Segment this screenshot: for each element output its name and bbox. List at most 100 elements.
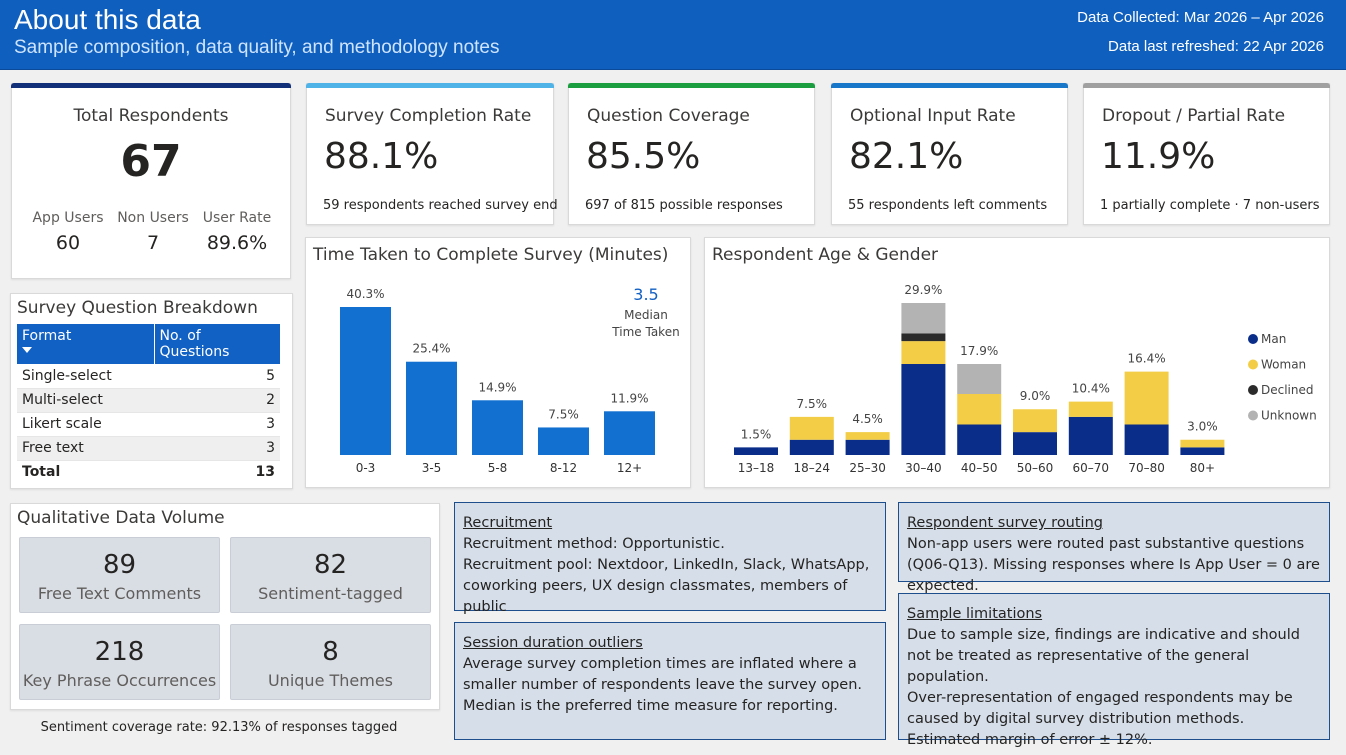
bar-3-5[interactable] [406,361,457,455]
kpi-card-question-coverage: Question Coverage 85.5% 697 of 815 possi… [568,83,815,225]
stat-label: User Rate [202,210,272,226]
tile-label: Sentiment-tagged [258,584,403,603]
column-header-format[interactable]: Format [17,324,154,364]
page-title: About this data [14,4,201,35]
bar-segment-man[interactable] [734,447,778,455]
total-label-cell: Total [17,459,154,484]
kpi-value: 85.5% [586,136,701,177]
note-sample-limitations: Sample limitations Due to sample size, f… [898,593,1330,748]
bar-segment-unknown[interactable] [901,303,946,334]
bar-segment-woman[interactable] [1180,439,1225,448]
total-respondents-card: Total Respondents 67 App Users 60 Non Us… [11,83,291,279]
data-label: 25.4% [412,342,450,356]
x-tick-label: 13–18 [738,461,775,475]
table-row: Likert scale 3 [17,412,280,437]
tile-label: Free Text Comments [37,584,202,603]
column-header-count[interactable]: No. of Questions [153,324,280,364]
total-label: 7.5% [797,397,828,411]
bar-segment-man[interactable] [1013,432,1057,455]
legend-label: Unknown [1261,409,1317,423]
breakdown-title: Survey Question Breakdown [17,298,258,318]
bar-segment-man[interactable] [789,439,834,455]
format-cell: Single-select [17,364,154,389]
median-value: 3.5 [633,285,658,304]
bar-segment-man[interactable] [1124,424,1169,455]
format-cell: Likert scale [17,412,154,437]
table-total-row: Total 13 [17,459,280,484]
breakdown-table: Format No. of Questions Single-select 5 … [17,324,280,484]
format-cell: Free text [17,436,154,461]
x-tick-label: 40–50 [961,461,998,475]
x-tick-label: 18–24 [794,461,831,475]
stat-value: 7 [146,232,160,254]
bar-segment-woman[interactable] [901,341,946,365]
legend-label: Declined [1261,383,1314,397]
total-count-cell: 13 [154,459,280,484]
legend-marker [1248,385,1258,395]
x-tick-label: 5-8 [488,461,508,475]
bar-segment-man[interactable] [845,439,890,455]
user-rate-stat: User Rate 89.6% [192,210,282,254]
stat-value: 89.6% [206,232,268,254]
bar-segment-woman[interactable] [1068,401,1113,417]
legend-marker [1248,359,1258,370]
legend-label: Man [1261,332,1286,346]
note-text: Estimated margin of error ± 12%. [907,732,1153,748]
table-row: Free text 3 [17,436,280,461]
bar-segment-man[interactable] [957,424,1002,455]
bar-segment-woman[interactable] [1124,371,1169,425]
bar-segment-woman[interactable] [1013,409,1057,433]
bar-12+[interactable] [604,411,655,455]
count-cell: 3 [154,436,280,461]
stat-label: Non Users [117,210,189,226]
bar-segment-woman[interactable] [845,432,890,440]
x-tick-label: 0-3 [356,461,376,475]
stat-label: App Users [32,210,104,226]
kpi-value: 82.1% [849,136,964,177]
bar-0-3[interactable] [340,307,391,455]
question-breakdown-card: Survey Question Breakdown Format No. of … [10,293,293,489]
bar-segment-woman[interactable] [957,393,1002,425]
qualitative-title: Qualitative Data Volume [17,508,225,528]
note-survey-routing: Respondent survey routing Non-app users … [898,502,1330,594]
stat-value: 60 [55,232,81,254]
bar-segment-woman[interactable] [789,416,834,440]
total-label: 10.4% [1072,382,1110,396]
kpi-label: Survey Completion Rate [325,106,532,126]
total-label: 3.0% [1187,420,1218,434]
bar-segment-unknown[interactable] [957,364,1002,394]
note-text: Non-app users were routed past substanti… [907,536,1320,594]
note-text: Recruitment method: Opportunistic. [463,536,725,552]
tile-key-phrase-occurrences: 218 Key Phrase Occurrences [19,624,220,700]
card-accent-bar [831,83,1068,88]
x-tick-label: 8-12 [550,461,577,475]
tile-value: 8 [322,637,339,667]
kpi-value: 11.9% [1101,136,1216,177]
median-label: Time Taken [611,325,679,339]
total-respondents-value: 67 [120,136,182,187]
bar-segment-man[interactable] [1068,416,1113,455]
total-label: 16.4% [1128,352,1166,366]
count-cell: 2 [154,388,280,413]
sort-descending-icon[interactable] [22,347,32,353]
format-cell: Multi-select [17,388,154,413]
kpi-value: 88.1% [324,136,439,177]
bar-5-8[interactable] [472,400,523,455]
x-tick-label: 80+ [1190,461,1215,475]
kpi-subtext: 697 of 815 possible responses [585,198,783,213]
bar-segment-declined[interactable] [901,333,946,342]
age-gender-chart-card: Respondent Age & Gender 1.5% 13–18 7.5% 18–… [704,237,1330,488]
tile-value: 82 [313,550,348,580]
kpi-label: Question Coverage [587,106,750,126]
note-text: Over-representation of engaged responden… [907,690,1293,727]
note-title: Session duration outliers [463,635,643,651]
legend-marker [1248,334,1258,344]
qualitative-volume-card: Qualitative Data Volume 89 Free Text Com… [10,503,440,710]
data-label: 11.9% [610,391,648,405]
bar-segment-man[interactable] [1180,447,1225,455]
bar-segment-man[interactable] [901,364,946,455]
count-cell: 3 [154,412,280,437]
bar-8-12[interactable] [538,427,589,455]
time-taken-chart: 40.3% 0-3 25.4% 3-5 14.9% 5-8 7.5% 8-12 11.9% 12+… [340,285,680,475]
total-label: 17.9% [960,344,998,358]
